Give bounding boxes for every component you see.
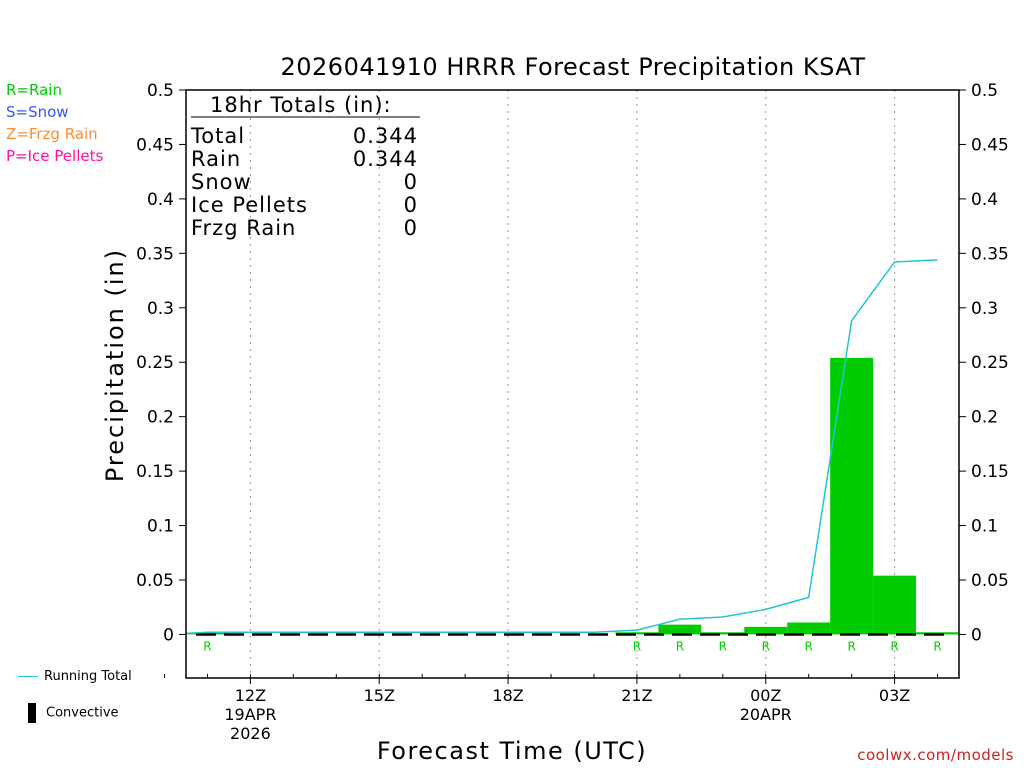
convective-label: Convective — [46, 705, 119, 721]
legend-frzg-rain: Z=Frzg Rain — [6, 125, 98, 143]
legend-rain: R=Rain — [6, 81, 62, 99]
type-marker-4: R — [762, 639, 770, 653]
rain-bar-1 — [615, 632, 659, 635]
type-marker-3: R — [719, 639, 727, 653]
xtick-sublabel-4-0: 20APR — [740, 705, 792, 724]
running-total-legend: Running Total — [18, 669, 132, 684]
rain-bar-2 — [658, 624, 702, 635]
totals-label-2: Snow — [191, 170, 252, 194]
y-axis: 0 00.05 0.050.1 0.10.15 0.150.2 0.20.25 0.250.… — [136, 81, 1009, 645]
ytick-label-right-7: 0.35 — [971, 244, 1009, 264]
totals-value-3: 0 — [404, 193, 418, 217]
xtick-label-4: 00Z — [750, 686, 781, 705]
type-marker-1: R — [633, 639, 641, 653]
legend-ice-pellets: P=Ice Pellets — [6, 147, 104, 165]
totals-label-3: Ice Pellets — [191, 193, 308, 217]
source-credit: coolwx.com/models — [857, 746, 1014, 764]
ytick-label-right-1: 0.05 — [971, 571, 1009, 591]
totals-label-1: Rain — [191, 147, 241, 171]
totals-header: 18hr Totals (in): — [210, 93, 392, 117]
type-marker-2: R — [676, 639, 684, 653]
ytick-label-left-9: 0.45 — [136, 135, 174, 155]
chart-title: 2026041910 HRRR Forecast Precipitation K… — [281, 53, 866, 81]
ytick-label-left-8: 0.4 — [147, 190, 174, 210]
precip-type-legend: R=Rain S=Snow Z=Frzg Rain P=Ice Pellets — [6, 79, 103, 167]
ytick-label-left-6: 0.3 — [147, 299, 174, 319]
ytick-label-left-2: 0.1 — [147, 517, 174, 537]
type-marker-5: R — [805, 639, 813, 653]
totals-value-1: 0.344 — [353, 147, 418, 171]
y-axis-label: Precipitation (in) — [101, 248, 129, 482]
type-marker-0: R — [203, 639, 211, 653]
rain-bar-4 — [744, 626, 788, 635]
rain-bar-5 — [787, 622, 831, 635]
ytick-label-right-4: 0.2 — [971, 408, 998, 428]
bar-series — [186, 357, 959, 635]
grid-lines — [249, 90, 896, 678]
totals-value-2: 0 — [404, 170, 418, 194]
totals-value-0: 0.344 — [353, 124, 418, 148]
xtick-label-3: 21Z — [621, 686, 652, 705]
type-marker-6: R — [847, 639, 855, 653]
rain-bar-3 — [701, 632, 745, 635]
totals-label-0: Total — [190, 124, 245, 148]
totals-value-4: 0 — [404, 216, 418, 240]
ytick-label-left-0: 0 — [163, 625, 174, 645]
type-marker-8: R — [933, 639, 941, 653]
totals-box: 18hr Totals (in): Total 0.344 Rain 0.344 Snow… — [190, 93, 420, 240]
ytick-label-right-8: 0.4 — [971, 190, 998, 210]
xtick-sublabel-0-1: 2026 — [230, 724, 271, 743]
ytick-label-right-6: 0.3 — [971, 299, 998, 319]
plot-frame — [185, 89, 960, 679]
type-marker-7: R — [890, 639, 898, 653]
ytick-label-right-0: 0 — [971, 625, 982, 645]
ytick-label-right-2: 0.1 — [971, 517, 998, 537]
ytick-label-left-5: 0.25 — [136, 353, 174, 373]
xtick-label-5: 03Z — [879, 686, 910, 705]
totals-label-4: Frzg Rain — [191, 216, 296, 240]
running-total-line — [185, 259, 938, 635]
x-axis-label: Forecast Time (UTC) — [377, 737, 647, 765]
xtick-label-1: 15Z — [364, 686, 395, 705]
convective-legend: Convective — [28, 703, 119, 723]
running-total-series — [185, 259, 938, 635]
ytick-label-right-10: 0.5 — [971, 81, 998, 101]
ytick-label-left-7: 0.35 — [136, 244, 174, 264]
ytick-label-right-5: 0.25 — [971, 353, 1009, 373]
ytick-label-left-4: 0.2 — [147, 408, 174, 428]
ytick-label-left-3: 0.15 — [136, 462, 174, 482]
convective-swatch — [28, 703, 36, 723]
xtick-sublabel-0-0: 19APR — [224, 705, 276, 724]
ytick-label-right-9: 0.45 — [971, 135, 1009, 155]
rain-bar-6 — [830, 357, 874, 635]
running-total-label: Running Total — [44, 669, 132, 684]
legend-snow: S=Snow — [6, 103, 69, 121]
xtick-label-0: 12Z — [235, 686, 266, 705]
ytick-label-right-3: 0.15 — [971, 462, 1009, 482]
rain-bar-7 — [873, 575, 917, 635]
running-total-swatch — [18, 676, 38, 677]
ytick-label-left-10: 0.5 — [147, 81, 174, 101]
xtick-label-2: 18Z — [492, 686, 523, 705]
ytick-label-left-1: 0.05 — [136, 571, 174, 591]
